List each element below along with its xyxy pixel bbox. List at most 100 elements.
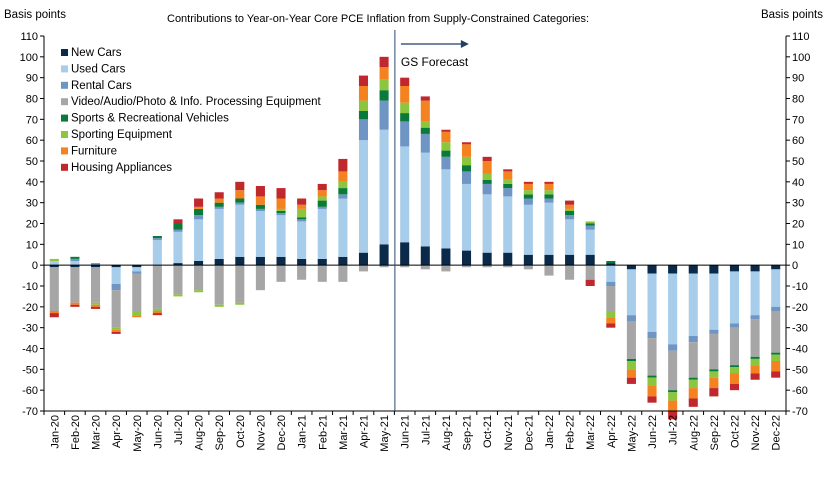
bar-Oct-21-series-4: [482, 179, 492, 184]
bar-Apr-21-series-3: [358, 265, 369, 272]
bar-Jan-20-series-5: [49, 258, 59, 261]
bar-Jul-21-series-0: [420, 246, 430, 266]
x-tick-label: Feb-22: [565, 415, 577, 450]
bar-Jan-22-series-7: [544, 181, 554, 184]
x-tick-label: Jul-20: [173, 415, 185, 445]
bar-Feb-22-series-2: [565, 215, 575, 220]
bar-Dec-20-series-3: [276, 265, 286, 282]
right-tick-label: 30: [792, 198, 804, 210]
axes: [40, 35, 790, 415]
bar-Nov-20-series-3: [255, 265, 265, 291]
bar-Apr-20-series-2: [111, 283, 121, 291]
left-tick-label: -30: [22, 323, 38, 335]
bar-Jul-21-series-5: [420, 121, 430, 128]
bar-Feb-22-series-7: [565, 200, 575, 205]
bar-Aug-20-series-7: [194, 198, 204, 207]
bar-Dec-22-series-6: [771, 361, 781, 372]
bar-Apr-20-series-1: [111, 267, 121, 284]
left-tick-label: -20: [22, 302, 38, 314]
bar-Feb-20-series-7: [70, 304, 80, 307]
bar-Nov-22-series-6: [750, 365, 760, 374]
bar-Dec-22-series-0: [771, 265, 781, 270]
bar-Nov-22-series-3: [750, 319, 760, 357]
right-tick-label: -30: [792, 323, 808, 335]
bar-Jun-22-series-4: [647, 375, 657, 378]
bar-Feb-22-series-0: [565, 254, 575, 266]
right-tick-label: 80: [792, 94, 804, 106]
left-tick-label: -60: [22, 385, 38, 397]
bar-Jan-22-series-0: [544, 254, 554, 266]
legend-entry: Rental Cars: [71, 80, 132, 92]
right-tick-label: 50: [792, 156, 804, 168]
bar-May-22-series-2: [626, 315, 636, 322]
bar-marks: [49, 56, 781, 420]
bar-Apr-20-series-7: [111, 331, 121, 334]
bar-Feb-20-series-4: [70, 256, 80, 259]
bar-Jan-21-series-2: [297, 219, 307, 222]
bar-Nov-21-series-4: [503, 183, 513, 189]
bar-Aug-22-series-6: [688, 388, 698, 399]
bar-Apr-21-series-0: [358, 252, 369, 266]
bar-Jun-21-series-1: [400, 146, 410, 243]
bar-Mar-20-series-2: [90, 263, 101, 266]
bar-Nov-21-series-5: [503, 179, 513, 184]
bar-Oct-22-series-5: [729, 367, 740, 374]
left-tick-label: 50: [26, 156, 38, 168]
bar-Jun-22-series-2: [647, 331, 657, 339]
bar-Jun-22-series-0: [647, 265, 657, 274]
x-tick-label: Mar-22: [585, 415, 597, 450]
bar-Jan-21-series-5: [297, 208, 307, 218]
right-tick-label: 20: [792, 219, 804, 231]
bar-Jun-22-series-6: [647, 386, 657, 397]
bar-May-21-series-0: [379, 244, 389, 266]
bar-Apr-22-series-2: [606, 281, 616, 286]
bar-Nov-21-series-1: [503, 196, 513, 253]
bar-Jun-22-series-3: [647, 338, 657, 376]
bar-May-22-series-5: [626, 361, 636, 370]
bar-Mar-21-series-7: [338, 158, 348, 172]
right-tick-label: 90: [792, 73, 804, 85]
bar-Feb-20-series-1: [70, 261, 80, 266]
bar-Jul-22-series-1: [668, 273, 678, 345]
bar-Apr-21-series-7: [358, 75, 369, 86]
bar-Oct-20-series-1: [235, 204, 245, 257]
bar-Aug-21-series-4: [441, 150, 451, 157]
bar-Jan-20-series-7: [49, 313, 59, 318]
right-tick-label: 40: [792, 177, 804, 189]
bar-Mar-21-series-6: [338, 171, 348, 182]
bar-Jan-21-series-0: [297, 258, 307, 266]
bar-May-22-series-4: [626, 358, 636, 361]
bar-Jan-22-series-5: [544, 190, 554, 195]
forecast-annotation: GS Forecast: [394, 30, 469, 411]
bar-Oct-22-series-0: [729, 265, 740, 272]
x-tick-label: Jun-21: [400, 415, 412, 449]
bar-Jun-22-series-5: [647, 377, 657, 386]
bar-Apr-20-series-6: [111, 329, 121, 332]
bar-Jun-21-series-2: [400, 121, 410, 147]
x-tick-label: Feb-20: [70, 415, 82, 450]
bar-Sep-20-series-5: [214, 304, 224, 307]
bar-Aug-21-series-2: [441, 156, 451, 170]
bar-Sep-20-series-1: [214, 208, 224, 259]
bar-Jan-22-series-6: [544, 183, 554, 191]
bar-May-22-series-1: [626, 269, 636, 316]
x-tick-label: Jul-22: [668, 415, 680, 445]
bar-May-20-series-6: [132, 315, 142, 318]
bar-Nov-20-series-2: [255, 208, 265, 211]
right-tick-label: 110: [792, 31, 810, 43]
x-tick-label: Dec-21: [523, 415, 535, 450]
bar-Jun-20-series-5: [152, 308, 162, 311]
bar-Aug-21-series-1: [441, 169, 451, 249]
bar-Dec-20-series-1: [276, 215, 286, 257]
x-tick-label: Apr-21: [358, 415, 370, 448]
bar-Jul-20-series-1: [173, 231, 183, 264]
legend-swatch: [61, 65, 68, 73]
bar-Feb-20-series-3: [70, 267, 80, 303]
bar-Dec-22-series-3: [771, 311, 781, 353]
bar-Oct-20-series-0: [235, 256, 245, 266]
bar-Nov-22-series-7: [750, 373, 760, 380]
left-tick-label: 70: [26, 114, 38, 126]
bar-Sep-22-series-0: [709, 265, 719, 274]
bar-Jul-22-series-6: [668, 400, 678, 411]
bar-Jan-22-series-1: [544, 202, 554, 255]
